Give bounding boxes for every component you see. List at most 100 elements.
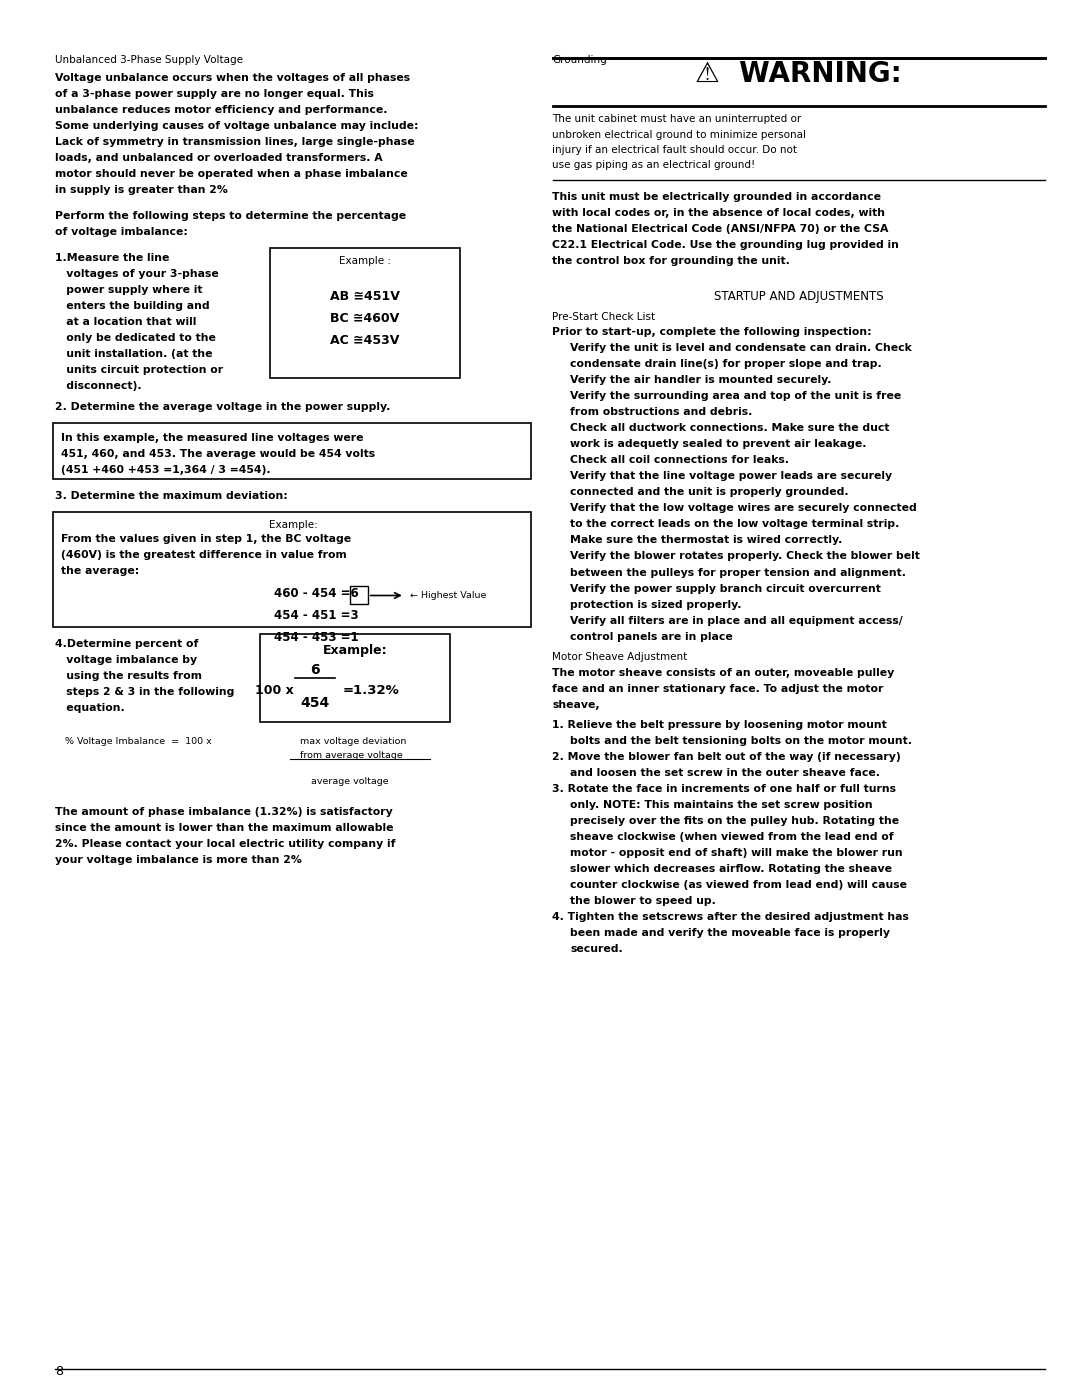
- Text: max voltage deviation: max voltage deviation: [300, 738, 406, 746]
- Text: 3. Determine the maximum deviation:: 3. Determine the maximum deviation:: [55, 490, 287, 502]
- Bar: [260, 634, 450, 722]
- Text: at a location that will: at a location that will: [55, 317, 197, 327]
- Text: enters the building and: enters the building and: [55, 300, 210, 312]
- Text: Example :: Example :: [339, 256, 391, 265]
- Text: voltages of your 3-phase: voltages of your 3-phase: [55, 270, 219, 279]
- Text: 4.Determine percent of: 4.Determine percent of: [55, 638, 199, 650]
- Text: counter clockwise (as viewed from lead end) will cause: counter clockwise (as viewed from lead e…: [570, 880, 907, 890]
- Text: Prior to start-up, complete the following inspection:: Prior to start-up, complete the followin…: [553, 327, 873, 338]
- Text: motor - opposit end of shaft) will make the blower run: motor - opposit end of shaft) will make …: [570, 848, 903, 858]
- Text: condensate drain line(s) for proper slope and trap.: condensate drain line(s) for proper slop…: [570, 359, 882, 369]
- Text: 6: 6: [310, 664, 320, 678]
- Text: only be dedicated to the: only be dedicated to the: [55, 332, 216, 344]
- Text: the average:: the average:: [60, 566, 139, 576]
- Text: between the pulleys for proper tension and alignment.: between the pulleys for proper tension a…: [570, 567, 906, 577]
- Text: injury if an electrical fault should occur. Do not: injury if an electrical fault should occ…: [553, 145, 797, 155]
- Text: sheave,: sheave,: [553, 700, 600, 710]
- Text: Verify the power supply branch circuit overcurrent: Verify the power supply branch circuit o…: [570, 584, 881, 594]
- Text: to the correct leads on the low voltage terminal strip.: to the correct leads on the low voltage …: [570, 520, 900, 529]
- Text: face and an inner stationary face. To adjust the motor: face and an inner stationary face. To ad…: [553, 685, 883, 694]
- Text: Motor Sheave Adjustment: Motor Sheave Adjustment: [553, 652, 688, 662]
- Text: In this example, the measured line voltages were: In this example, the measured line volta…: [60, 433, 364, 443]
- Text: in supply is greater than 2%: in supply is greater than 2%: [55, 184, 228, 196]
- Text: Verify the blower rotates properly. Check the blower belt: Verify the blower rotates properly. Chec…: [570, 552, 920, 562]
- Text: Grounding: Grounding: [553, 54, 607, 66]
- Text: The amount of phase imbalance (1.32%) is satisfactory: The amount of phase imbalance (1.32%) is…: [55, 807, 393, 817]
- Text: Unbalanced 3-Phase Supply Voltage: Unbalanced 3-Phase Supply Voltage: [55, 54, 243, 66]
- Text: Some underlying causes of voltage unbalance may include:: Some underlying causes of voltage unbala…: [55, 122, 419, 131]
- Text: 8: 8: [55, 1365, 63, 1377]
- Text: Pre-Start Check List: Pre-Start Check List: [553, 312, 656, 321]
- Text: control panels are in place: control panels are in place: [570, 631, 733, 641]
- Bar: [270, 249, 460, 379]
- Text: =1.32%: =1.32%: [343, 685, 400, 697]
- Text: from average voltage: from average voltage: [300, 752, 403, 760]
- Text: AB ≅451V: AB ≅451V: [330, 291, 400, 303]
- Text: unbroken electrical ground to minimize personal: unbroken electrical ground to minimize p…: [553, 130, 807, 140]
- Text: 4. Tighten the setscrews after the desired adjustment has: 4. Tighten the setscrews after the desir…: [553, 912, 909, 922]
- Text: work is adequetly sealed to prevent air leakage.: work is adequetly sealed to prevent air …: [570, 440, 867, 450]
- Text: 2%. Please contact your local electric utility company if: 2%. Please contact your local electric u…: [55, 840, 395, 849]
- Text: voltage imbalance by: voltage imbalance by: [55, 655, 198, 665]
- Text: the control box for grounding the unit.: the control box for grounding the unit.: [553, 256, 791, 265]
- Text: slower which decreases airﬂow. Rotating the sheave: slower which decreases airﬂow. Rotating …: [570, 863, 892, 875]
- Text: 460 - 454 =6: 460 - 454 =6: [273, 587, 359, 599]
- Text: since the amount is lower than the maximum allowable: since the amount is lower than the maxim…: [55, 823, 393, 833]
- Text: 451, 460, and 453. The average would be 454 volts: 451, 460, and 453. The average would be …: [60, 448, 375, 460]
- Text: Perform the following steps to determine the percentage: Perform the following steps to determine…: [55, 211, 406, 221]
- Text: Verify the surrounding area and top of the unit is free: Verify the surrounding area and top of t…: [570, 391, 902, 401]
- Text: The unit cabinet must have an uninterrupted or: The unit cabinet must have an uninterrup…: [553, 115, 801, 124]
- Text: of voltage imbalance:: of voltage imbalance:: [55, 226, 188, 237]
- Text: Voltage unbalance occurs when the voltages of all phases: Voltage unbalance occurs when the voltag…: [55, 73, 410, 82]
- Text: C22.1 Electrical Code. Use the grounding lug provided in: C22.1 Electrical Code. Use the grounding…: [553, 240, 900, 250]
- Text: Verify the air handler is mounted securely.: Verify the air handler is mounted secure…: [570, 376, 832, 386]
- Text: and loosen the set screw in the outer sheave face.: and loosen the set screw in the outer sh…: [570, 768, 880, 778]
- Text: disconnect).: disconnect).: [55, 381, 141, 391]
- Text: (451 +460 +453 =1,364 / 3 =454).: (451 +460 +453 =1,364 / 3 =454).: [60, 465, 271, 475]
- Text: only. NOTE: This maintains the set screw position: only. NOTE: This maintains the set screw…: [570, 800, 873, 810]
- Text: the National Electrical Code (ANSI/NFPA 70) or the CSA: the National Electrical Code (ANSI/NFPA …: [553, 224, 889, 235]
- Text: Check all ductwork connections. Make sure the duct: Check all ductwork connections. Make sur…: [570, 423, 890, 433]
- Text: 1. Relieve the belt pressure by loosening motor mount: 1. Relieve the belt pressure by loosenin…: [553, 719, 888, 731]
- Text: Verify the unit is level and condensate can drain. Check: Verify the unit is level and condensate …: [570, 344, 913, 353]
- Text: 1.Measure the line: 1.Measure the line: [55, 253, 170, 263]
- Text: 2. Move the blower fan belt out of the way (if necessary): 2. Move the blower fan belt out of the w…: [553, 752, 901, 761]
- Text: average voltage: average voltage: [311, 777, 389, 787]
- Text: Verify that the low voltage wires are securely connected: Verify that the low voltage wires are se…: [570, 503, 917, 514]
- Text: 454 - 453 =1: 454 - 453 =1: [273, 631, 359, 644]
- Text: secured.: secured.: [570, 944, 623, 954]
- Bar: [53, 423, 530, 479]
- Text: 2. Determine the average voltage in the power supply.: 2. Determine the average voltage in the …: [55, 402, 390, 412]
- Text: ⚠  WARNING:: ⚠ WARNING:: [696, 60, 902, 88]
- Text: 454 - 451 =3: 454 - 451 =3: [273, 609, 359, 622]
- Text: Verify all filters are in place and all equipment access/: Verify all filters are in place and all …: [570, 616, 903, 626]
- Text: Lack of symmetry in transmission lines, large single-phase: Lack of symmetry in transmission lines, …: [55, 137, 415, 147]
- Text: Verify that the line voltage power leads are securely: Verify that the line voltage power leads…: [570, 472, 893, 482]
- Text: the blower to speed up.: the blower to speed up.: [570, 895, 716, 907]
- Bar: [53, 511, 530, 627]
- Text: ← Highest Value: ← Highest Value: [409, 591, 486, 599]
- Text: The motor sheave consists of an outer, moveable pulley: The motor sheave consists of an outer, m…: [553, 668, 894, 678]
- Text: precisely over the ﬁts on the pulley hub. Rotating the: precisely over the ﬁts on the pulley hub…: [570, 816, 900, 826]
- Text: BC ≅460V: BC ≅460V: [330, 312, 400, 326]
- Text: unbalance reduces motor efficiency and performance.: unbalance reduces motor efficiency and p…: [55, 105, 388, 115]
- Text: Make sure the thermostat is wired correctly.: Make sure the thermostat is wired correc…: [570, 535, 842, 545]
- Text: your voltage imbalance is more than 2%: your voltage imbalance is more than 2%: [55, 855, 302, 865]
- Text: of a 3-phase power supply are no longer equal. This: of a 3-phase power supply are no longer …: [55, 89, 374, 99]
- Text: (460V) is the greatest difference in value from: (460V) is the greatest difference in val…: [60, 550, 347, 560]
- Text: power supply where it: power supply where it: [55, 285, 203, 295]
- Text: with local codes or, in the absence of local codes, with: with local codes or, in the absence of l…: [553, 208, 886, 218]
- Text: 3. Rotate the face in increments of one half or full turns: 3. Rotate the face in increments of one …: [553, 784, 896, 793]
- Text: using the results from: using the results from: [55, 671, 202, 680]
- Text: motor should never be operated when a phase imbalance: motor should never be operated when a ph…: [55, 169, 408, 179]
- Text: unit installation. (at the: unit installation. (at the: [55, 349, 213, 359]
- Bar: [350, 585, 368, 604]
- Text: been made and verify the moveable face is properly: been made and verify the moveable face i…: [570, 928, 891, 937]
- Text: STARTUP AND ADJUSTMENTS: STARTUP AND ADJUSTMENTS: [714, 291, 883, 303]
- Text: This unit must be electrically grounded in accordance: This unit must be electrically grounded …: [553, 191, 881, 203]
- Text: From the values given in step 1, the BC voltage: From the values given in step 1, the BC …: [60, 534, 351, 543]
- Text: steps 2 & 3 in the following: steps 2 & 3 in the following: [55, 687, 234, 697]
- Text: from obstructions and debris.: from obstructions and debris.: [570, 408, 753, 418]
- Text: AC ≅453V: AC ≅453V: [330, 334, 400, 346]
- Text: connected and the unit is properly grounded.: connected and the unit is properly groun…: [570, 488, 849, 497]
